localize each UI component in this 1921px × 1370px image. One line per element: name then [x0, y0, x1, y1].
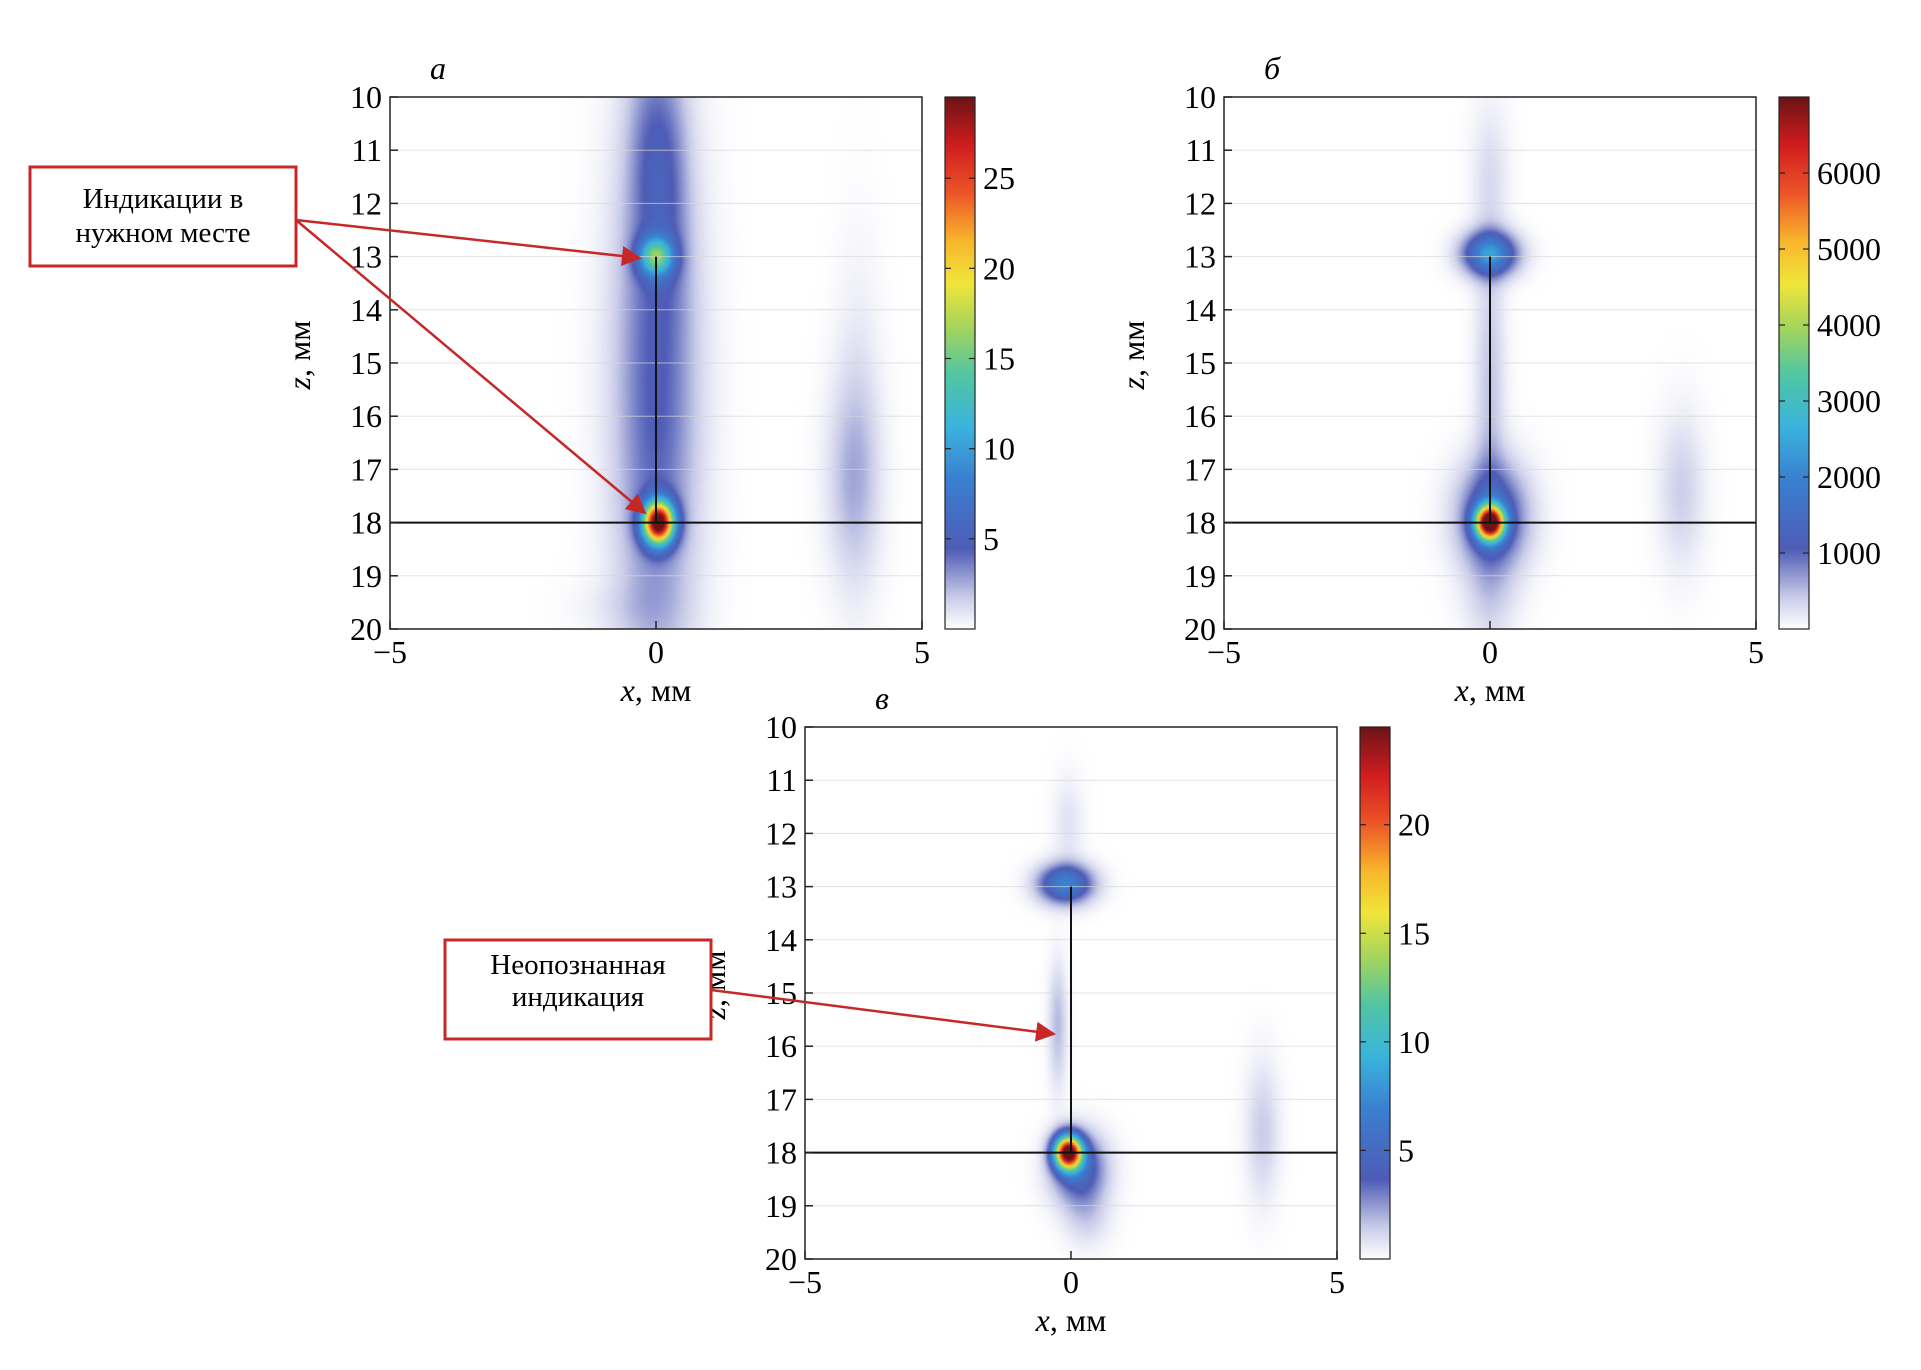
y-tick-label: 14 — [765, 922, 797, 958]
y-tick-label: 20 — [1184, 611, 1216, 647]
colorbar-tick-label: 5 — [1398, 1132, 1414, 1168]
x-tick-label: 0 — [1063, 1264, 1079, 1300]
colorbar-tick-label: 10 — [983, 431, 1015, 467]
y-tick-label: 10 — [350, 79, 382, 115]
y-tick-label: 11 — [766, 762, 797, 798]
y-tick-label: 20 — [765, 1241, 797, 1277]
colorbar-scale — [1778, 96, 1810, 630]
y-tick-label: 13 — [765, 869, 797, 905]
panel-label: а — [430, 50, 446, 86]
colorbar-tick-label: 20 — [983, 250, 1015, 286]
y-tick-label: 14 — [350, 292, 382, 328]
x-tick-label: 0 — [1482, 634, 1498, 670]
colorbar-tick-label: 2000 — [1817, 459, 1881, 495]
y-axis-label: z, мм — [281, 321, 317, 391]
x-tick-label: 0 — [648, 634, 664, 670]
y-tick-label: 14 — [1184, 292, 1216, 328]
y-tick-label: 16 — [350, 398, 382, 434]
colorbar-tick-label: 10 — [1398, 1024, 1430, 1060]
colorbar-tick-label: 1000 — [1817, 535, 1881, 571]
colorbar-tick-label: 3000 — [1817, 383, 1881, 419]
y-tick-label: 18 — [1184, 505, 1216, 541]
x-tick-label: −5 — [373, 634, 407, 670]
panel-label: в — [875, 680, 889, 716]
arrow-to-lower-indication — [295, 219, 647, 515]
x-tick-label: −5 — [788, 1264, 822, 1300]
colorbar: 1000 2000 3000 4000 5000 6000 — [1778, 96, 1881, 630]
x-tick-label: 5 — [1748, 634, 1764, 670]
annotation-line-2: индикация — [512, 981, 644, 1013]
panel-label: б — [1264, 50, 1281, 86]
annotation-unknown-indication: Неопознанная индикация — [443, 938, 1056, 1042]
x-axis-label: x, мм — [620, 672, 692, 708]
y-tick-label: 16 — [1184, 398, 1216, 434]
y-tick-label: 12 — [350, 185, 382, 221]
colorbar-scale — [1359, 726, 1391, 1260]
annotation-correct-indications: Индикации в нужном месте — [28, 165, 647, 515]
annotation-line-2: нужном месте — [75, 217, 250, 249]
colorbar-tick-label: 25 — [983, 160, 1015, 196]
colorbar: 5 10 15 20 25 — [944, 96, 1015, 630]
y-tick-label: 19 — [350, 558, 382, 594]
annotation-box — [28, 165, 298, 268]
x-axis-label: x, мм — [1035, 1302, 1107, 1338]
y-tick-label: 11 — [351, 132, 382, 168]
y-tick-label: 13 — [1184, 239, 1216, 275]
y-tick-label: 17 — [765, 1081, 797, 1117]
x-axis-label: x, мм — [1454, 672, 1526, 708]
y-tick-label: 18 — [350, 505, 382, 541]
colorbar-tick-label: 6000 — [1817, 155, 1881, 191]
colorbar-tick-label: 20 — [1398, 807, 1430, 843]
annotation-box — [443, 938, 713, 1041]
y-tick-label: 15 — [765, 975, 797, 1011]
colorbar-tick-label: 4000 — [1817, 307, 1881, 343]
y-tick-label: 15 — [1184, 345, 1216, 381]
y-tick-label: 15 — [350, 345, 382, 381]
arrow-to-upper-indication — [295, 218, 642, 266]
y-tick-label: 10 — [1184, 79, 1216, 115]
colorbar-tick-label: 5000 — [1817, 231, 1881, 267]
y-tick-label: 20 — [350, 611, 382, 647]
y-tick-label: 17 — [350, 451, 382, 487]
y-axis-label: z, мм — [1115, 321, 1151, 391]
y-tick-label: 12 — [765, 815, 797, 851]
arrow-to-unknown-indication — [710, 988, 1056, 1042]
annotation-line-1: Неопознанная — [490, 949, 665, 981]
x-tick-label: −5 — [1207, 634, 1241, 670]
colorbar-tick-label: 5 — [983, 521, 999, 557]
y-tick-label: 19 — [1184, 558, 1216, 594]
heatmap-panel-2: 10 11 12 13 14 15 16 17 18 19 20−5 0 5 x, мм z, мм б 100… — [1115, 50, 1881, 708]
annotation-line-1: Индикации в — [83, 183, 244, 215]
colorbar-scale — [944, 96, 976, 630]
x-tick-label: 5 — [914, 634, 930, 670]
y-tick-label: 17 — [1184, 451, 1216, 487]
y-tick-label: 18 — [765, 1135, 797, 1171]
colorbar: 5 10 15 20 — [1359, 726, 1430, 1260]
y-tick-label: 19 — [765, 1188, 797, 1224]
x-tick-label: 5 — [1329, 1264, 1345, 1300]
colorbar-tick-label: 15 — [1398, 915, 1430, 951]
y-tick-label: 10 — [765, 709, 797, 745]
colorbar-tick-label: 15 — [983, 340, 1015, 376]
y-tick-label: 16 — [765, 1028, 797, 1064]
y-tick-label: 12 — [1184, 185, 1216, 221]
y-tick-label: 11 — [1185, 132, 1216, 168]
